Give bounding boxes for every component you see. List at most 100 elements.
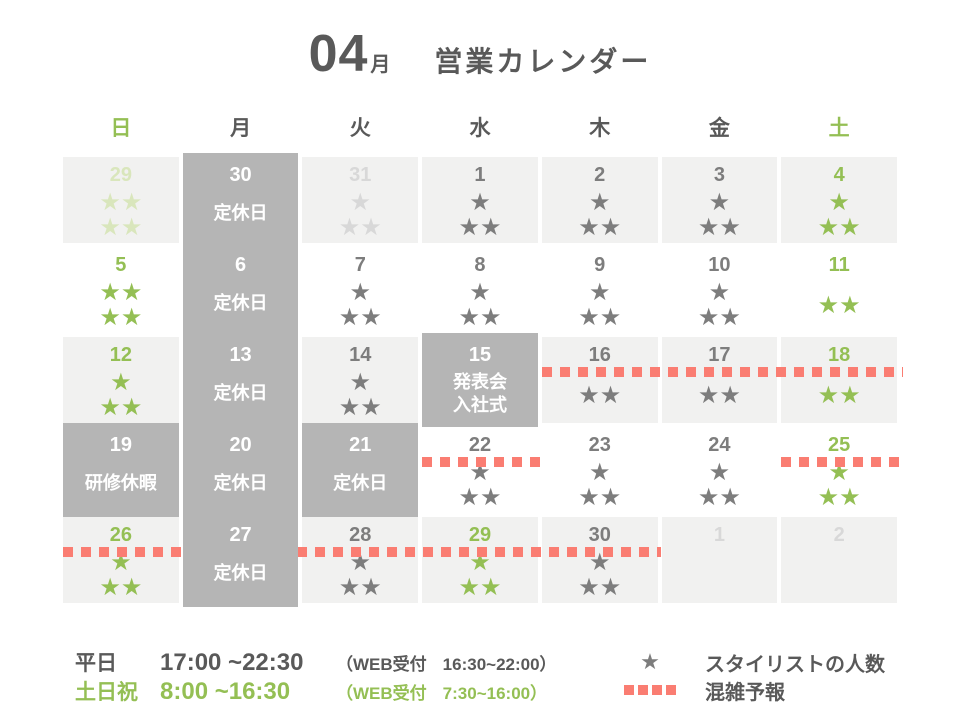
weekday-hours-time: 17:00 ~22:30: [160, 649, 304, 676]
star-row: ★★: [578, 381, 622, 409]
date-number: 1: [713, 524, 725, 546]
weekday-header: 日: [110, 117, 132, 140]
date-number: 24: [708, 434, 731, 456]
weekday-header: 水: [469, 117, 491, 140]
date-number: 4: [833, 164, 845, 186]
star-row: ★: [349, 279, 372, 306]
congestion-forecast-line: [781, 457, 903, 467]
calendar-day-cell: 1 ★ ★★: [422, 157, 538, 243]
date-number: 21: [349, 434, 372, 456]
calendar-day-cell: 17 ★★: [661, 337, 778, 423]
star-row: ★★: [817, 484, 861, 511]
closed-label: 定休日: [183, 278, 299, 337]
stylist-stars: ★★: [542, 369, 658, 421]
calendar-day-cell: 9 ★ ★★: [542, 247, 658, 333]
calendar-day-cell: 18 ★★: [781, 337, 897, 423]
calendar-day-cell: 3 ★ ★★: [661, 157, 778, 243]
date-number: 14: [349, 344, 372, 366]
date-number: 13: [229, 344, 252, 366]
weekday-header: 月: [230, 117, 252, 140]
closed-label-line: 定休日: [213, 383, 268, 403]
title-month-number: 04: [308, 25, 369, 83]
stylist-stars: ★ ★★: [662, 279, 778, 331]
congestion-forecast-line: [422, 457, 546, 467]
star-row: ★★: [697, 304, 741, 331]
calendar-closed-cell: 30 定休日: [182, 153, 299, 247]
star-icon: ★: [640, 649, 660, 674]
star-row: ★★: [458, 304, 502, 331]
star-row: ★: [708, 189, 731, 216]
calendar-day-cell: 22 ★ ★★: [422, 427, 538, 513]
weekday-header: 土: [828, 117, 850, 140]
calendar-closed-cell: 20 定休日: [182, 423, 299, 517]
star-row: ★: [588, 189, 611, 216]
date-number: 5: [115, 254, 127, 276]
closed-label-line: 定休日: [213, 473, 268, 493]
stylist-stars: ★ ★★: [422, 189, 538, 241]
footer: 平日 17:00 ~22:30 （WEB受付 16:30~22:00） 土日祝 …: [75, 647, 885, 705]
weekday-header: 火: [349, 117, 371, 140]
stylist-stars: ★ ★★: [662, 189, 778, 241]
calendar-day-cell: 24 ★ ★★: [662, 427, 778, 513]
date-number: 29: [109, 164, 132, 186]
star-row: ★★: [697, 214, 741, 241]
calendar-day-cell: 4 ★ ★★: [781, 157, 897, 243]
legend: ★ スタイリストの人数 混雑予報: [623, 648, 885, 704]
calendar-day-cell: 31 ★ ★★: [302, 157, 419, 243]
date-number: 2: [833, 524, 845, 546]
weekday-header: 金: [708, 117, 730, 140]
date-number: 20: [229, 434, 252, 456]
stylist-stars: ★ ★★: [422, 279, 538, 331]
date-number: 28: [349, 524, 372, 546]
star-row: ★★: [817, 291, 861, 319]
legend-dots-symbol: [623, 685, 677, 695]
legend-stylists-row: ★ スタイリストの人数: [623, 648, 885, 676]
closed-label-line: 発表会: [452, 371, 507, 392]
weekday-header-row: 日月火水木金土: [63, 112, 897, 142]
closed-label-line: 研修休暇: [84, 473, 157, 493]
weekday-web-time: 16:30~22:00）: [442, 655, 557, 674]
stylist-stars: ★★ ★★: [63, 279, 179, 331]
congestion-forecast-line: [63, 547, 661, 557]
stylist-stars: ★★: [781, 369, 897, 421]
calendar-day-cell: 29 ★★ ★★: [63, 157, 179, 243]
calendar-day-cell: 10 ★ ★★: [662, 247, 778, 333]
legend-star-symbol: ★: [623, 649, 677, 675]
stylist-stars: ★ ★★: [781, 189, 897, 241]
star-row: ★: [828, 189, 850, 216]
calendar-day-cell: 14 ★ ★★: [302, 337, 419, 423]
closed-label-line: 定休日: [213, 563, 268, 583]
weekday-header: 木: [589, 117, 611, 140]
star-row: ★★: [338, 394, 382, 421]
date-number: 31: [349, 164, 372, 186]
calendar-day-cell: 7 ★ ★★: [302, 247, 418, 333]
calendar-day-cell: 25 ★ ★★: [781, 427, 897, 513]
calendar-grid: 29 ★★ ★★ 30 定休日 31 ★ ★★ 1 ★ ★★ 2 ★ ★★ 3 ★ ★★ 4 ★ ★★ 5 ★★ ★★ 6 定休…: [63, 153, 897, 607]
date-number: 2: [594, 164, 606, 186]
calendar-day-cell: 2 ★ ★★: [541, 157, 658, 243]
calendar-closed-cell: 15 発表会 入社式: [422, 333, 538, 427]
star-row: ★: [588, 459, 611, 486]
closed-label-line: 定休日: [213, 203, 268, 223]
title-heading: 営業カレンダー: [434, 46, 652, 77]
stylist-stars: ★★: [662, 369, 778, 421]
date-number: 3: [713, 164, 725, 186]
star-row: ★: [469, 189, 491, 216]
calendar-day-cell: 30 ★ ★★: [541, 517, 658, 603]
closed-label: 定休日: [183, 368, 299, 427]
star-row: ★★: [458, 484, 502, 511]
star-row: ★: [110, 369, 132, 396]
star-row: ★★: [458, 214, 502, 241]
star-row: ★: [588, 279, 611, 306]
calendar-closed-cell: 13 定休日: [182, 333, 299, 427]
date-number: 27: [229, 524, 252, 546]
calendar-day-cell: 8 ★ ★★: [422, 247, 538, 333]
date-number: 23: [588, 434, 611, 456]
date-number: 11: [828, 254, 850, 276]
closed-label: 定休日: [183, 458, 299, 517]
closed-label-line: 定休日: [333, 473, 388, 493]
legend-congestion-row: 混雑予報: [623, 676, 885, 704]
closed-label: 研修休暇: [63, 458, 179, 517]
stylist-stars: ★★: [781, 279, 897, 331]
calendar-closed-cell: 19 研修休暇: [63, 423, 179, 517]
